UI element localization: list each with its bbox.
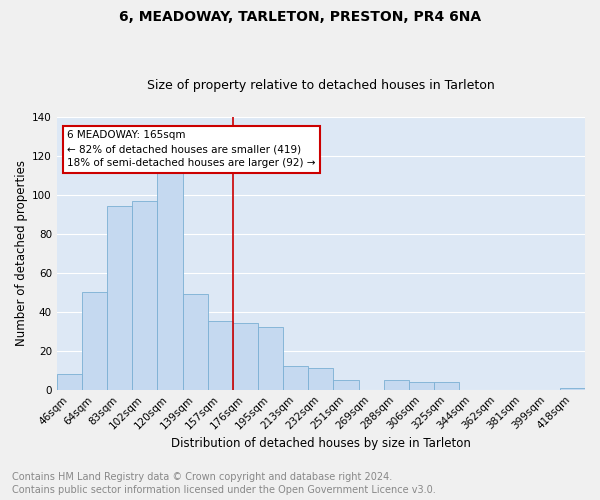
Text: 6, MEADOWAY, TARLETON, PRESTON, PR4 6NA: 6, MEADOWAY, TARLETON, PRESTON, PR4 6NA — [119, 10, 481, 24]
Bar — [308, 368, 334, 390]
Bar — [560, 388, 585, 390]
Bar — [233, 324, 258, 390]
Bar — [57, 374, 82, 390]
Title: Size of property relative to detached houses in Tarleton: Size of property relative to detached ho… — [147, 79, 495, 92]
Text: Contains HM Land Registry data © Crown copyright and database right 2024.
Contai: Contains HM Land Registry data © Crown c… — [12, 472, 436, 495]
Bar — [409, 382, 434, 390]
X-axis label: Distribution of detached houses by size in Tarleton: Distribution of detached houses by size … — [171, 437, 471, 450]
Text: 6 MEADOWAY: 165sqm
← 82% of detached houses are smaller (419)
18% of semi-detach: 6 MEADOWAY: 165sqm ← 82% of detached hou… — [67, 130, 316, 168]
Bar — [82, 292, 107, 390]
Bar — [334, 380, 359, 390]
Bar — [258, 328, 283, 390]
Bar — [208, 322, 233, 390]
Bar — [434, 382, 459, 390]
Bar — [182, 294, 208, 390]
Bar — [107, 206, 132, 390]
Y-axis label: Number of detached properties: Number of detached properties — [15, 160, 28, 346]
Bar — [283, 366, 308, 390]
Bar — [384, 380, 409, 390]
Bar — [132, 200, 157, 390]
Bar — [157, 170, 182, 390]
